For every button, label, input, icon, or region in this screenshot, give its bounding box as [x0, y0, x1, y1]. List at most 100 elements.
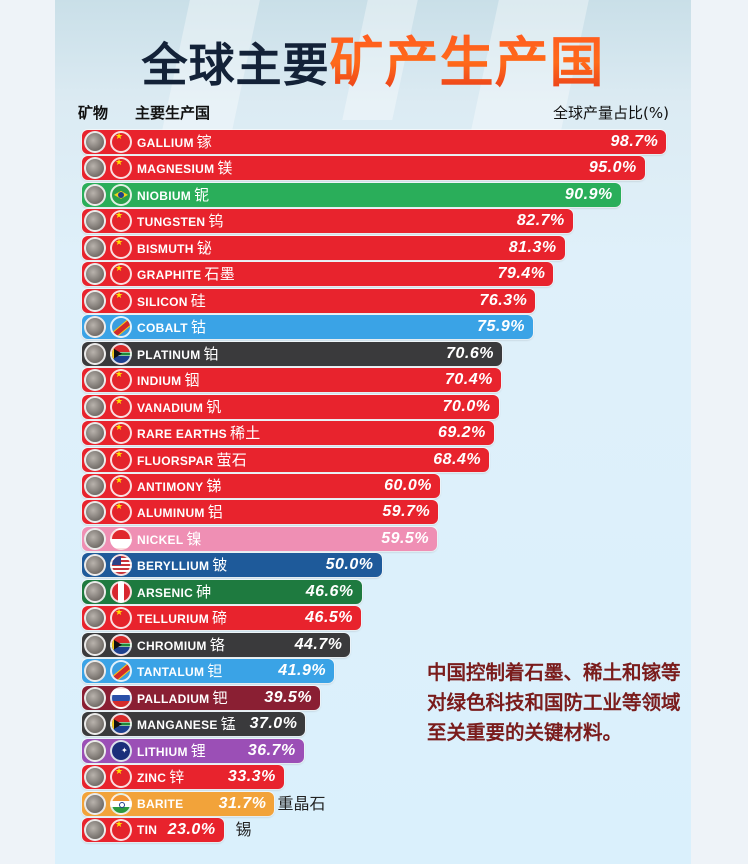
- flag-cn-icon: [110, 236, 132, 259]
- flag-cn-icon: [110, 210, 132, 233]
- mineral-label: NICKEL 镍: [137, 527, 202, 551]
- mineral-name-zh: 铋: [196, 238, 213, 257]
- flag-za-icon: [110, 342, 132, 365]
- share-value: 79.4%: [497, 265, 546, 283]
- column-header-mineral: 矿物: [78, 104, 109, 122]
- mineral-name-zh: 锂: [190, 741, 207, 760]
- mineral-name-en: GRAPHITE: [137, 268, 202, 283]
- mineral-sample-icon: [84, 474, 106, 497]
- mineral-sample-icon: [84, 739, 106, 762]
- flag-cn-icon: [110, 395, 132, 418]
- mineral-name-en: CHROMIUM: [137, 638, 207, 653]
- mineral-name-en: PALLADIUM: [137, 691, 210, 706]
- mineral-name-zh: 铌: [194, 185, 210, 204]
- mineral-sample-icon: [84, 580, 106, 603]
- bar: PLATINUM 铂 70.6%: [82, 341, 502, 366]
- mineral-name-zh: 锌: [169, 768, 185, 787]
- mineral-label: TELLURIUM 碲: [137, 606, 227, 630]
- mineral-label: TUNGSTEN 钨: [137, 209, 224, 233]
- mineral-name-zh: 镁: [217, 159, 233, 178]
- mineral-name-zh: 碲: [212, 609, 228, 628]
- mineral-name-en: MANGANESE: [137, 718, 218, 733]
- flag-cn-icon: [110, 607, 132, 630]
- mineral-name-zh: 重晶石: [277, 793, 326, 813]
- share-value: 69.2%: [437, 424, 486, 442]
- mineral-name-zh: 铟: [184, 371, 200, 390]
- mineral-name-zh: 砷: [196, 582, 212, 601]
- bar: NICKEL 镍 59.5%: [82, 526, 438, 551]
- mineral-sample-icon: [84, 369, 106, 392]
- mineral-name-zh: 钨: [208, 212, 224, 231]
- mineral-sample-icon: [84, 395, 106, 418]
- share-value: 46.6%: [305, 582, 354, 600]
- mineral-label: BISMUTH 铋: [137, 236, 212, 260]
- mineral-label: ARSENIC 砷: [137, 580, 211, 604]
- bar: PALLADIUM 钯 39.5%: [82, 685, 321, 710]
- mineral-sample-icon: [84, 183, 106, 206]
- share-value: 50.0%: [325, 556, 374, 574]
- mineral-name-zh: 钯: [212, 688, 228, 707]
- mineral-name-en: TUNGSTEN: [137, 215, 206, 230]
- share-value: 82.7%: [516, 212, 565, 230]
- flag-cn-icon: [110, 422, 132, 445]
- mineral-name-en: TANTALUM: [137, 665, 205, 680]
- share-value: 59.5%: [381, 529, 430, 547]
- mineral-name-en: GALLIUM: [137, 136, 194, 150]
- mineral-sample-icon: [84, 289, 106, 312]
- share-value: 33.3%: [227, 768, 276, 786]
- mineral-name-en: INDIUM: [137, 374, 182, 389]
- share-value: 81.3%: [508, 238, 557, 256]
- mineral-label: TANTALUM 钽: [137, 659, 223, 683]
- mineral-name-en: SILICON: [137, 294, 188, 309]
- column-header-country: 主要生产国: [135, 104, 211, 122]
- flag-pe-icon: [110, 580, 132, 603]
- share-value: 59.7%: [382, 503, 431, 521]
- flag-cd-icon: [110, 316, 132, 339]
- mineral-name-en: BISMUTH: [137, 241, 194, 256]
- mineral-name-en: LITHIUM: [137, 744, 188, 759]
- bar: TIN 23.0%: [82, 817, 224, 842]
- mineral-name-en: ZINC: [137, 771, 167, 786]
- mineral-label: ANTIMONY 锑: [137, 474, 222, 498]
- mineral-label: PALLADIUM 钯: [137, 686, 228, 710]
- flag-cd-icon: [110, 660, 132, 683]
- mineral-name-zh: 钒: [206, 397, 222, 416]
- mineral-sample-icon: [84, 766, 106, 789]
- flag-cn-icon: [110, 818, 132, 841]
- bar: NIOBIUM 铌 90.9%: [82, 182, 621, 207]
- flag-in-icon: [110, 792, 132, 815]
- mineral-name-en: PLATINUM: [137, 347, 201, 362]
- mineral-name-en: ANTIMONY: [137, 479, 204, 494]
- mineral-label: MANGANESE 锰: [137, 712, 236, 736]
- mineral-name-en: RARE EARTHS: [137, 427, 227, 442]
- mineral-sample-icon: [84, 554, 106, 577]
- flag-cn-icon: [110, 474, 132, 497]
- mineral-sample-icon: [84, 131, 106, 153]
- mineral-label: COBALT 钴: [137, 315, 206, 339]
- flag-cn-icon: [110, 263, 132, 286]
- share-value: 70.0%: [442, 397, 491, 415]
- mineral-name-zh: 镍: [186, 529, 202, 548]
- mineral-name-en: VANADIUM: [137, 400, 204, 415]
- column-header-share: 全球产量占比(%): [553, 104, 669, 122]
- mineral-name-en: BERYLLIUM: [137, 559, 210, 574]
- flag-cn-icon: [110, 289, 132, 312]
- mineral-sample-icon: [84, 157, 106, 180]
- mineral-sample-icon: [84, 713, 106, 736]
- mineral-label: VANADIUM 钒: [137, 395, 222, 419]
- mineral-sample-icon: [84, 263, 106, 286]
- share-value: 36.7%: [247, 741, 296, 759]
- mineral-name-zh: 钴: [190, 318, 207, 337]
- bar: CHROMIUM 铬 44.7%: [82, 632, 351, 657]
- flag-cn-icon: [110, 131, 132, 153]
- mineral-name-zh: 镓: [196, 133, 213, 151]
- mineral-name-en: BARITE: [137, 796, 184, 811]
